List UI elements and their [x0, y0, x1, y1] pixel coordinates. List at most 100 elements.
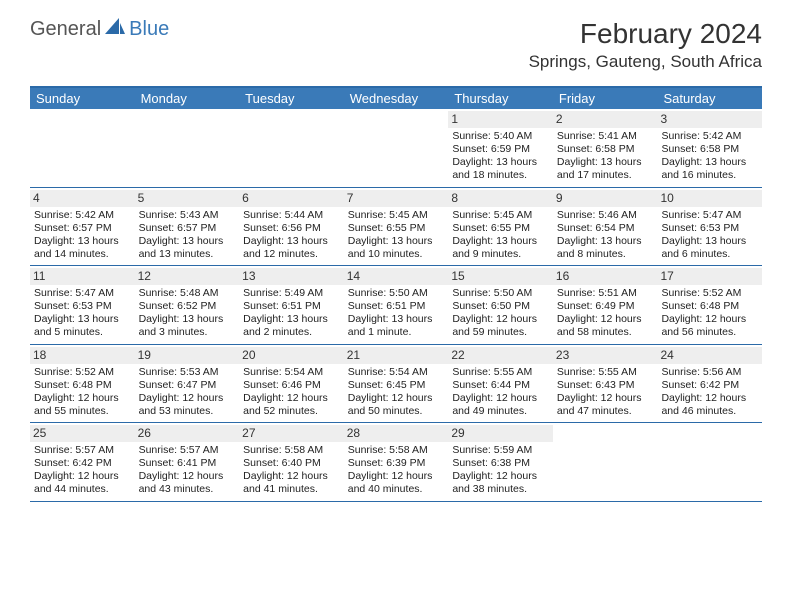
day-number: 13: [239, 268, 344, 285]
daylight-text: Daylight: 12 hours and 44 minutes.: [34, 470, 131, 496]
week-row: 25Sunrise: 5:57 AMSunset: 6:42 PMDayligh…: [30, 423, 762, 502]
sunset-text: Sunset: 6:41 PM: [139, 457, 236, 470]
sunset-text: Sunset: 6:55 PM: [452, 222, 549, 235]
sunset-text: Sunset: 6:48 PM: [661, 300, 758, 313]
day-number: 23: [553, 347, 658, 364]
calendar-cell: 11Sunrise: 5:47 AMSunset: 6:53 PMDayligh…: [30, 266, 135, 344]
calendar-cell: 24Sunrise: 5:56 AMSunset: 6:42 PMDayligh…: [657, 345, 762, 423]
daylight-text: Daylight: 12 hours and 47 minutes.: [557, 392, 654, 418]
day-number: 2: [553, 111, 658, 128]
calendar-cell: 29Sunrise: 5:59 AMSunset: 6:38 PMDayligh…: [448, 423, 553, 501]
sunrise-text: Sunrise: 5:49 AM: [243, 287, 340, 300]
sunset-text: Sunset: 6:48 PM: [34, 379, 131, 392]
sunrise-text: Sunrise: 5:52 AM: [34, 366, 131, 379]
calendar-cell: 17Sunrise: 5:52 AMSunset: 6:48 PMDayligh…: [657, 266, 762, 344]
day-header: Monday: [135, 88, 240, 109]
calendar-cell: 10Sunrise: 5:47 AMSunset: 6:53 PMDayligh…: [657, 188, 762, 266]
calendar-cell: 28Sunrise: 5:58 AMSunset: 6:39 PMDayligh…: [344, 423, 449, 501]
day-number: 24: [657, 347, 762, 364]
calendar-cell: 5Sunrise: 5:43 AMSunset: 6:57 PMDaylight…: [135, 188, 240, 266]
calendar-cell: 20Sunrise: 5:54 AMSunset: 6:46 PMDayligh…: [239, 345, 344, 423]
title-block: February 2024 Springs, Gauteng, South Af…: [529, 18, 762, 72]
sunrise-text: Sunrise: 5:46 AM: [557, 209, 654, 222]
location-text: Springs, Gauteng, South Africa: [529, 52, 762, 72]
day-number: 17: [657, 268, 762, 285]
calendar-cell: 1Sunrise: 5:40 AMSunset: 6:59 PMDaylight…: [448, 109, 553, 187]
week-row: 18Sunrise: 5:52 AMSunset: 6:48 PMDayligh…: [30, 345, 762, 424]
day-number: 10: [657, 190, 762, 207]
sunrise-text: Sunrise: 5:42 AM: [34, 209, 131, 222]
calendar-cell: .: [30, 109, 135, 187]
day-number: 21: [344, 347, 449, 364]
header: General Blue February 2024 Springs, Gaut…: [0, 0, 792, 78]
sunrise-text: Sunrise: 5:51 AM: [557, 287, 654, 300]
daylight-text: Daylight: 13 hours and 17 minutes.: [557, 156, 654, 182]
daylight-text: Daylight: 13 hours and 10 minutes.: [348, 235, 445, 261]
day-number: 11: [30, 268, 135, 285]
day-number: 16: [553, 268, 658, 285]
sunset-text: Sunset: 6:53 PM: [34, 300, 131, 313]
sunset-text: Sunset: 6:39 PM: [348, 457, 445, 470]
page-title: February 2024: [529, 18, 762, 50]
sunset-text: Sunset: 6:50 PM: [452, 300, 549, 313]
daylight-text: Daylight: 13 hours and 2 minutes.: [243, 313, 340, 339]
day-number: 3: [657, 111, 762, 128]
daylight-text: Daylight: 12 hours and 55 minutes.: [34, 392, 131, 418]
daylight-text: Daylight: 12 hours and 46 minutes.: [661, 392, 758, 418]
calendar-cell: 26 Sunrise: 5:57 AMSunset: 6:41 PMDayligh…: [135, 423, 240, 501]
day-number: 26: [135, 425, 240, 442]
calendar-cell: 23Sunrise: 5:55 AMSunset: 6:43 PMDayligh…: [553, 345, 658, 423]
sunrise-text: Sunrise: 5:53 AM: [139, 366, 236, 379]
sunrise-text: Sunrise: 5:57 AM: [139, 444, 236, 457]
day-number: 19: [135, 347, 240, 364]
sunset-text: Sunset: 6:42 PM: [34, 457, 131, 470]
day-number: 6: [239, 190, 344, 207]
sunset-text: Sunset: 6:38 PM: [452, 457, 549, 470]
sunset-text: Sunset: 6:59 PM: [452, 143, 549, 156]
sunrise-text: Sunrise: 5:44 AM: [243, 209, 340, 222]
sunset-text: Sunset: 6:42 PM: [661, 379, 758, 392]
day-header: Wednesday: [344, 88, 449, 109]
daylight-text: Daylight: 12 hours and 43 minutes.: [139, 470, 236, 496]
sunset-text: Sunset: 6:51 PM: [348, 300, 445, 313]
day-number: 12: [135, 268, 240, 285]
daylight-text: Daylight: 13 hours and 3 minutes.: [139, 313, 236, 339]
sunset-text: Sunset: 6:54 PM: [557, 222, 654, 235]
daylight-text: Daylight: 13 hours and 14 minutes.: [34, 235, 131, 261]
day-number: 29: [448, 425, 553, 442]
day-number: 15: [448, 268, 553, 285]
daylight-text: Daylight: 13 hours and 5 minutes.: [34, 313, 131, 339]
day-number: 20: [239, 347, 344, 364]
day-header-row: SundayMondayTuesdayWednesdayThursdayFrid…: [30, 88, 762, 109]
sunset-text: Sunset: 6:53 PM: [661, 222, 758, 235]
week-row: ....1Sunrise: 5:40 AMSunset: 6:59 PMDayl…: [30, 109, 762, 188]
daylight-text: Daylight: 12 hours and 41 minutes.: [243, 470, 340, 496]
calendar-cell: 22Sunrise: 5:55 AMSunset: 6:44 PMDayligh…: [448, 345, 553, 423]
calendar-cell: 15Sunrise: 5:50 AMSunset: 6:50 PMDayligh…: [448, 266, 553, 344]
day-number: 4: [30, 190, 135, 207]
logo-text-blue: Blue: [129, 18, 169, 41]
daylight-text: Daylight: 13 hours and 6 minutes.: [661, 235, 758, 261]
calendar-cell: 16Sunrise: 5:51 AMSunset: 6:49 PMDayligh…: [553, 266, 658, 344]
sunset-text: Sunset: 6:55 PM: [348, 222, 445, 235]
sunrise-text: Sunrise: 5:48 AM: [139, 287, 236, 300]
calendar-cell: 25Sunrise: 5:57 AMSunset: 6:42 PMDayligh…: [30, 423, 135, 501]
calendar-cell: 21Sunrise: 5:54 AMSunset: 6:45 PMDayligh…: [344, 345, 449, 423]
sunrise-text: Sunrise: 5:50 AM: [452, 287, 549, 300]
calendar-cell: 4 Sunrise: 5:42 AMSunset: 6:57 PMDaylight…: [30, 188, 135, 266]
calendar-cell: .: [135, 109, 240, 187]
sunrise-text: Sunrise: 5:40 AM: [452, 130, 549, 143]
sunset-text: Sunset: 6:45 PM: [348, 379, 445, 392]
sunset-text: Sunset: 6:44 PM: [452, 379, 549, 392]
calendar-cell: 18Sunrise: 5:52 AMSunset: 6:48 PMDayligh…: [30, 345, 135, 423]
sunrise-text: Sunrise: 5:58 AM: [348, 444, 445, 457]
sunset-text: Sunset: 6:57 PM: [34, 222, 131, 235]
sunrise-text: Sunrise: 5:45 AM: [452, 209, 549, 222]
daylight-text: Daylight: 12 hours and 56 minutes.: [661, 313, 758, 339]
calendar-cell: .: [239, 109, 344, 187]
calendar-cell: .: [553, 423, 658, 501]
calendar-cell: 13Sunrise: 5:49 AMSunset: 6:51 PMDayligh…: [239, 266, 344, 344]
day-number: 22: [448, 347, 553, 364]
sunrise-text: Sunrise: 5:42 AM: [661, 130, 758, 143]
calendar-cell: 27Sunrise: 5:58 AMSunset: 6:40 PMDayligh…: [239, 423, 344, 501]
